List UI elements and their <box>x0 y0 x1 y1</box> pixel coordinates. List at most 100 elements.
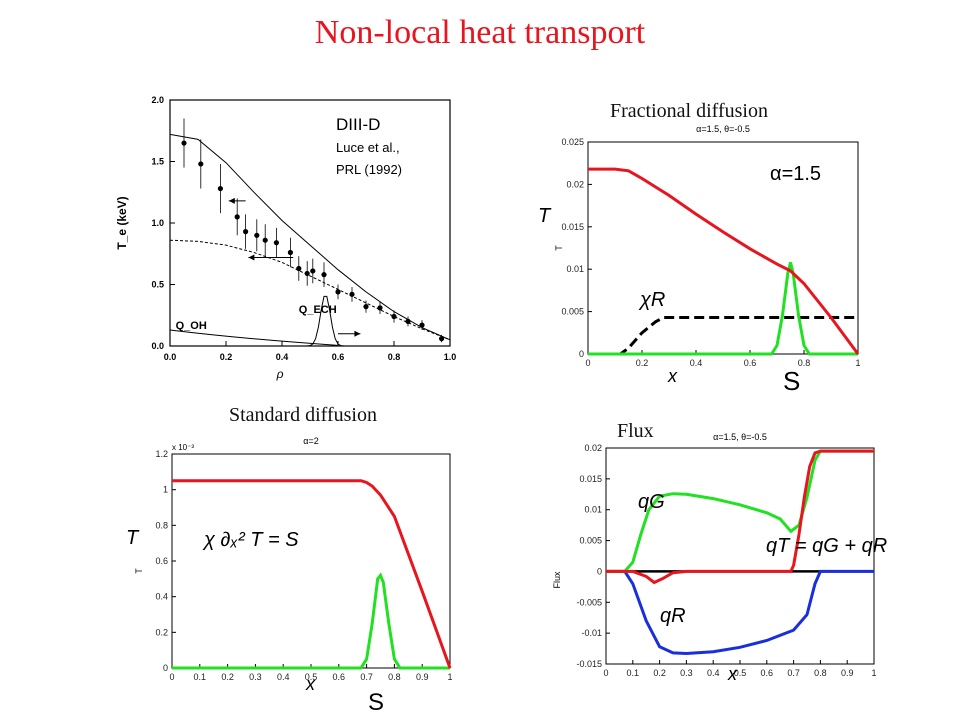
flux-y-axis-label: Flux <box>552 571 562 589</box>
standard-source-label: S <box>368 689 384 716</box>
diiid-arrow-3-head <box>354 330 361 337</box>
flux-x-tick-label: 0.9 <box>841 668 854 678</box>
flux-y-tick-label: 0.01 <box>584 505 602 515</box>
standard-x-tick-label: 0.8 <box>388 672 401 682</box>
flux-qr-series <box>606 569 874 656</box>
ech-deposition-curve <box>282 295 364 347</box>
diiid-data-point <box>234 214 240 220</box>
diiid-y-tick-label: 2.0 <box>151 95 164 105</box>
standard-equation: χ ∂ₓ² T = S <box>202 529 299 551</box>
diiid-annotation-ref2: PRL (1992) <box>336 162 402 177</box>
standard-x-tick-label: 0.7 <box>360 672 373 682</box>
standard-x-tick-label: 0 <box>169 672 174 682</box>
diiid-data-point <box>198 161 204 167</box>
diiid-y-tick-label: 1.5 <box>151 157 164 167</box>
fractional-y-tick-label: 0.01 <box>566 264 584 274</box>
flux-x-tick-label: 0.7 <box>787 668 800 678</box>
caption-standard: Standard diffusion <box>229 404 377 426</box>
standard-header: α=2 <box>303 436 318 446</box>
standard-chart: α=2 x 10⁻³ 0 0.1 0.2 0.3 0.4 0.5 0.6 0.7 0.8 0.9 1 0 0… <box>126 436 453 716</box>
fractional-alpha-label: α=1.5 <box>770 163 821 185</box>
diiid-data-point <box>254 232 260 238</box>
diiid-data-point <box>439 336 445 342</box>
fractional-y-tick-label: 0.02 <box>566 179 584 189</box>
diiid-arrow-1-head <box>228 197 235 204</box>
flux-y-tick-label: 0.015 <box>579 474 602 484</box>
flux-x-tick-label: 0.1 <box>627 668 640 678</box>
diiid-data-point <box>296 265 302 272</box>
fractional-x-tick-label: 0.8 <box>798 358 811 368</box>
diiid-y-axis-label: T_e (keV) <box>115 196 129 249</box>
diiid-data-point <box>304 270 310 277</box>
standard-y-tick-label: 1 <box>163 485 168 495</box>
diiid-y-tick-label: 0.0 <box>151 341 164 351</box>
diiid-data-point <box>243 229 249 235</box>
diiid-x-tick-label: 0.4 <box>276 352 289 362</box>
standard-y-axis-label: T <box>134 568 144 574</box>
fractional-y-tick-label: 0.015 <box>561 222 584 232</box>
slide-title: Non-local heat transport <box>314 14 646 51</box>
fractional-y-tick-label: 0.025 <box>561 137 584 147</box>
diiid-annotation-title: DIII-D <box>336 115 380 134</box>
flux-y-tick-label: -0.015 <box>576 659 602 669</box>
fractional-x-axis-label: x <box>667 366 678 386</box>
standard-x-tick-label: 0.1 <box>194 672 207 682</box>
standard-x-tick-label: 1 <box>447 672 452 682</box>
diiid-data-point <box>363 304 369 310</box>
flux-qg-label: qG <box>638 491 665 513</box>
standard-source-series <box>172 572 450 670</box>
diiid-x-tick-label: 0.6 <box>332 352 345 362</box>
fractional-y-tick-label: 0 <box>579 349 584 359</box>
standard-y-tick-label: 1.2 <box>155 449 168 459</box>
standard-x-tick-label: 0.6 <box>333 672 346 682</box>
flux-header: α=1.5, θ=-0.5 <box>713 432 767 442</box>
diiid-data-point <box>262 237 268 243</box>
fractional-chi-label: χR <box>638 289 665 311</box>
diiid-chart: 0.0 0.2 0.4 0.6 0.8 1.0 0.0 0.5 1.0 1.5 2.0 ρ T_e (k… <box>115 95 457 381</box>
diiid-data-point <box>321 272 327 278</box>
fractional-source-series <box>588 262 858 356</box>
standard-x-tick-label: 0.4 <box>277 672 290 682</box>
flux-y-tick-label: 0.005 <box>579 536 602 546</box>
fractional-x-tick-label: 0 <box>585 358 590 368</box>
flux-y-tick-label: -0.01 <box>581 628 602 638</box>
diiid-x-tick-label: 0.0 <box>164 352 177 362</box>
fractional-y-axis-label: T <box>554 245 564 251</box>
standard-x-tick-label: 0.5 <box>305 672 318 682</box>
diiid-x-axis-label: ρ <box>276 367 284 381</box>
fractional-source-label: S <box>783 366 800 396</box>
diiid-y-tick-label: 0.5 <box>151 280 164 290</box>
fractional-temperature-series <box>588 167 860 355</box>
standard-plot-frame <box>171 453 451 669</box>
standard-x-axis-label: x <box>305 674 316 694</box>
flux-qg-series <box>606 449 874 573</box>
diiid-x-tick-label: 0.2 <box>220 352 233 362</box>
diiid-data-point <box>273 240 279 246</box>
fractional-header: α=1.5, θ=-0.5 <box>696 124 750 134</box>
diiid-data-point <box>405 318 411 324</box>
flux-x-tick-label: 0.5 <box>734 668 747 678</box>
oh-deposition-curve <box>169 329 339 346</box>
fractional-y-tick-label: 0.005 <box>561 307 584 317</box>
fractional-x-tick-label: 0.4 <box>690 358 703 368</box>
diiid-data-point <box>349 291 355 297</box>
qoh-label: Q_OH <box>176 320 207 332</box>
fractional-x-tick-label: 0.2 <box>636 358 649 368</box>
flux-x-tick-label: 0.2 <box>653 668 666 678</box>
fractional-x-tick-label: 1 <box>855 358 860 368</box>
flux-chart: α=1.5, θ=-0.5 0 0.1 0.2 0.3 0.4 0.5 0.6 0.7 0.8 0.… <box>552 432 887 684</box>
standard-y-tick-label: 0.6 <box>155 556 168 566</box>
standard-x-tick-label: 0.3 <box>249 672 262 682</box>
fractional-chi-series <box>588 316 858 356</box>
flux-y-tick-label: 0 <box>597 566 602 576</box>
flux-x-tick-label: 0 <box>603 668 608 678</box>
flux-y-tick-label: -0.005 <box>576 597 602 607</box>
diiid-data-point <box>335 289 341 295</box>
diiid-data-point <box>377 305 383 311</box>
fractional-chart: α=1.5, θ=-0.5 0 0.2 0.4 0.6 0.8 1 0 0.005 0.01 0.0… <box>538 124 861 396</box>
flux-x-tick-label: 0.8 <box>814 668 827 678</box>
qech-label: Q_ECH <box>299 304 337 316</box>
flux-x-tick-label: 0.3 <box>680 668 693 678</box>
diiid-x-tick-label: 1.0 <box>444 352 457 362</box>
flux-y-tick-label: 0.02 <box>584 443 602 453</box>
